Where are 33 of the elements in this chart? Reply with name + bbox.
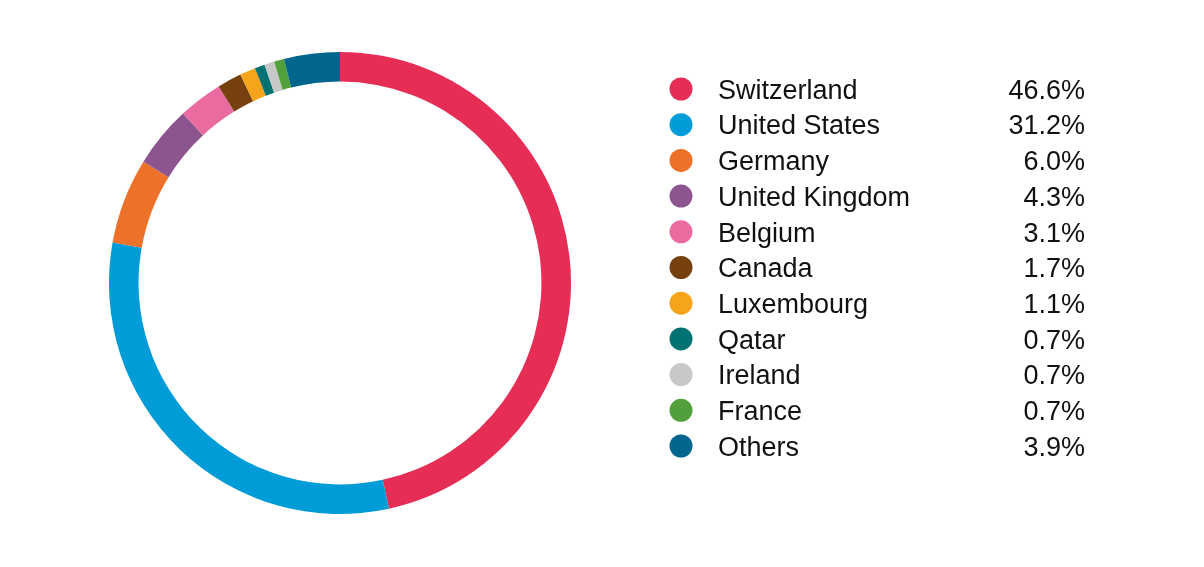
legend-label: Others	[718, 431, 800, 462]
data-label: 0.7%	[1023, 360, 1085, 391]
donut-slice	[109, 242, 389, 514]
data-label: 3.9%	[1023, 431, 1085, 462]
donut-slice	[112, 161, 169, 248]
data-label: 31.2%	[1008, 110, 1085, 141]
data-label: 3.1%	[1023, 217, 1085, 248]
donut-slice	[182, 86, 235, 136]
data-label: 6.0%	[1023, 146, 1085, 177]
data-label: 4.3%	[1023, 181, 1085, 212]
legend-label: Germany	[718, 146, 830, 177]
donut-slice	[254, 64, 275, 96]
donut-slice	[264, 61, 283, 93]
legend-label: France	[718, 396, 803, 427]
donut-slice	[218, 74, 254, 112]
data-label: 0.7%	[1023, 396, 1085, 427]
donut-slice	[143, 113, 204, 178]
legend-label: Ireland	[718, 360, 801, 391]
legend-label: Qatar	[718, 324, 786, 355]
legend-label: United States	[718, 110, 881, 141]
donut-slice	[283, 52, 340, 88]
data-label: 46.6%	[1008, 74, 1085, 105]
legend-label: Belgium	[718, 217, 816, 248]
legend-label: Luxembourg	[718, 288, 869, 319]
data-label: 0.7%	[1023, 324, 1085, 355]
legend-label: United Kingdom	[718, 181, 911, 212]
donut-slice	[340, 52, 571, 509]
legend-label: Switzerland	[718, 74, 858, 105]
data-label: 1.1%	[1023, 288, 1085, 319]
donut-slice	[274, 58, 292, 90]
donut-slice	[240, 68, 266, 102]
data-label: 1.7%	[1023, 253, 1085, 284]
legend-label: Canada	[718, 253, 814, 284]
